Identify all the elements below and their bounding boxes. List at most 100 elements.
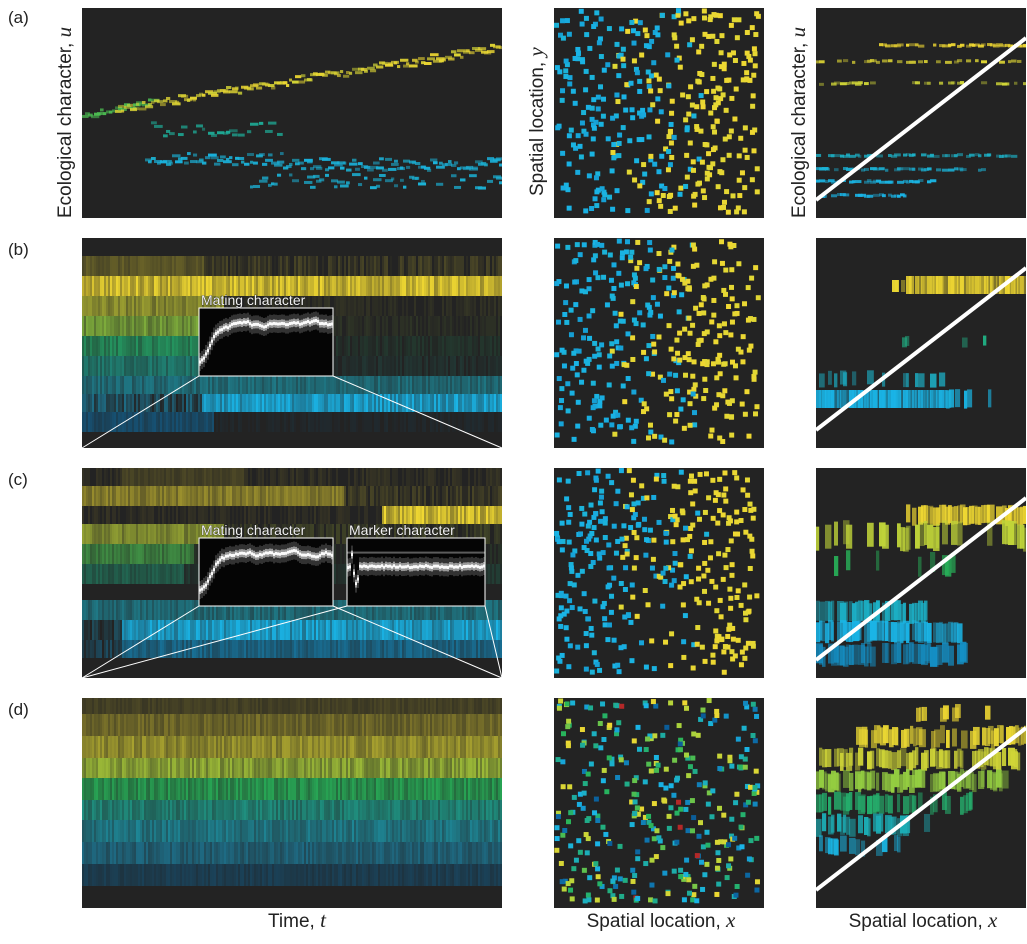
density-band-mark: [88, 564, 90, 584]
density-band-mark: [260, 714, 262, 736]
density-band-mark: [98, 640, 100, 658]
density-band-mark: [188, 256, 190, 276]
density-band-mark: [104, 524, 106, 544]
density-band-mark: [150, 316, 152, 336]
density-band-mark: [122, 486, 124, 506]
density-band-mark: [466, 296, 468, 316]
density-band-mark: [330, 640, 332, 658]
lineage-mark: [238, 156, 245, 160]
density-band-mark: [170, 376, 172, 394]
density-band-mark: [282, 276, 284, 296]
trace-core: [457, 565, 459, 569]
density-band-mark: [428, 524, 430, 544]
density-band-mark: [490, 412, 492, 432]
density-band-mark: [108, 412, 110, 432]
density-band-mark: [386, 356, 388, 376]
trace-core: [265, 324, 267, 328]
density-band-mark: [196, 394, 198, 412]
density-band-mark: [122, 316, 124, 336]
density-band-mark: [230, 394, 232, 412]
density-band-mark: [476, 506, 478, 524]
density-band-mark: [430, 698, 432, 714]
density-band-mark: [366, 316, 368, 336]
density-band-mark: [464, 412, 466, 432]
density-band-mark: [182, 468, 184, 486]
lineage-mark: [142, 101, 146, 105]
density-band-mark: [180, 336, 182, 356]
density-band-mark: [326, 394, 328, 412]
density-band-mark: [154, 736, 156, 758]
trace-core: [325, 550, 327, 554]
density-band-mark: [270, 486, 272, 506]
density-band-mark: [416, 620, 418, 640]
density-band-mark: [220, 256, 222, 276]
density-band-mark: [240, 394, 242, 412]
density-band-mark: [136, 394, 138, 412]
density-band-mark: [226, 394, 228, 412]
density-band-mark: [372, 276, 374, 296]
density-band-mark: [334, 394, 336, 412]
density-band-mark: [100, 412, 102, 432]
density-band-mark: [184, 412, 186, 432]
density-band-mark: [320, 412, 322, 432]
density-band-mark: [358, 296, 360, 316]
density-band-mark: [472, 394, 474, 412]
density-band-mark: [286, 714, 288, 736]
density-band-mark: [118, 296, 120, 316]
density-band-mark: [368, 316, 370, 336]
density-band-mark: [134, 698, 136, 714]
density-band-mark: [456, 486, 458, 506]
density-band-mark: [474, 506, 476, 524]
density-band-mark: [164, 564, 166, 584]
lineage-mark: [289, 78, 293, 82]
density-band-mark: [208, 620, 210, 640]
density-band-mark: [266, 524, 268, 544]
density-band-mark: [490, 356, 492, 376]
density-band-mark: [110, 394, 112, 412]
density-band-mark: [288, 714, 290, 736]
trace-secondary: [449, 551, 451, 554]
density-band-mark: [386, 640, 388, 658]
density-band-mark: [288, 524, 290, 544]
density-band-mark: [470, 698, 472, 714]
density-band-mark: [432, 376, 434, 394]
density-band-mark: [496, 256, 498, 276]
density-band-mark: [298, 394, 300, 412]
density-band-mark: [346, 714, 348, 736]
density-band-mark: [344, 698, 346, 714]
density-band-mark: [114, 564, 116, 584]
density-band-mark: [230, 296, 232, 316]
density-band-mark: [88, 336, 90, 356]
density-band-mark: [408, 412, 410, 432]
density-band-mark: [268, 276, 270, 296]
density-band-mark: [364, 698, 366, 714]
lineage-mark: [484, 163, 488, 167]
density-band-mark: [466, 412, 468, 432]
density-band-mark: [434, 698, 436, 714]
density-band-mark: [358, 276, 360, 296]
density-band-mark: [128, 296, 130, 316]
density-band-mark: [358, 640, 360, 658]
density-band-mark: [132, 640, 134, 658]
density-band-mark: [474, 698, 476, 714]
trace-core: [249, 322, 251, 326]
density-band-mark: [448, 620, 450, 640]
density-band-mark: [212, 714, 214, 736]
density-band-mark: [102, 698, 104, 714]
density-band-mark: [286, 468, 288, 486]
density-band-mark: [214, 640, 216, 658]
density-band-mark: [470, 376, 472, 394]
density-band-mark: [124, 600, 126, 620]
lineage-mark: [148, 160, 152, 164]
density-band-mark: [228, 524, 230, 544]
density-band-mark: [364, 714, 366, 736]
density-band-mark: [126, 736, 128, 758]
density-band-mark: [106, 564, 108, 584]
density-band-mark: [226, 698, 228, 714]
density-band-mark: [322, 486, 324, 506]
lineage-mark: [409, 64, 418, 68]
density-band-mark: [182, 506, 184, 524]
density-band-mark: [230, 376, 232, 394]
density-band-mark: [94, 736, 96, 758]
density-band-mark: [162, 336, 164, 356]
